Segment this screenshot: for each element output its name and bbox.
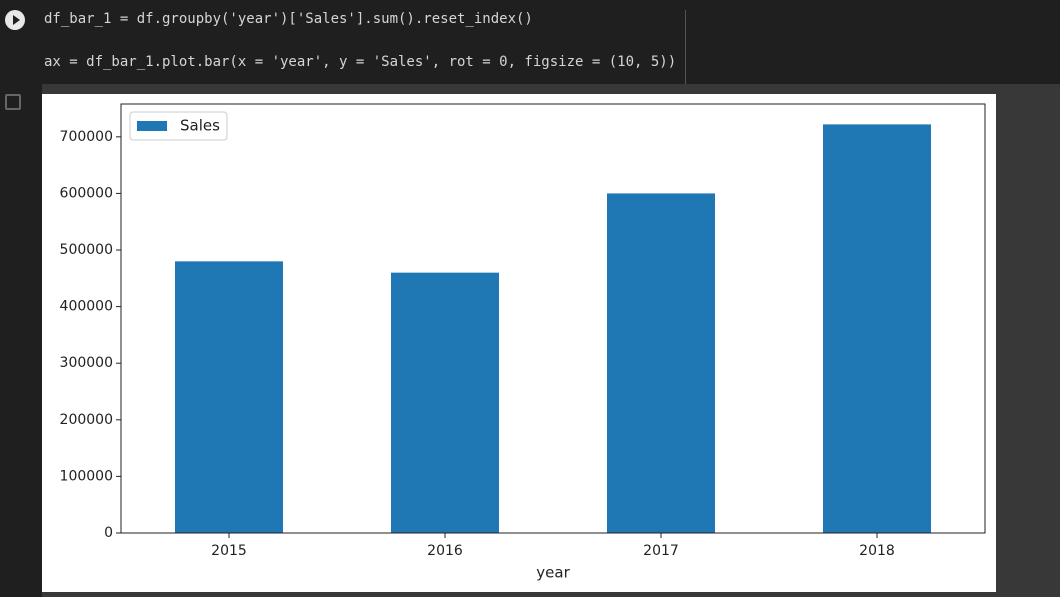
divider [685, 10, 686, 84]
run-button[interactable] [5, 10, 25, 30]
x-tick-label: 2018 [859, 543, 895, 559]
y-tick-label: 400000 [60, 299, 113, 315]
chart: 0 100000 200000 300000 400000 500000 600000 700… [42, 94, 996, 592]
y-tick-label: 200000 [60, 412, 113, 428]
gutter [0, 84, 42, 597]
bar [391, 272, 499, 533]
code-line: ax = df_bar_1.plot.bar(x = 'year', y = '… [44, 54, 677, 70]
y-tick-label: 700000 [60, 129, 113, 145]
x-tick-label: 2017 [643, 543, 679, 559]
x-tick-label: 2015 [211, 543, 247, 559]
code-line: df_bar_1 = df.groupby('year')['Sales'].s… [44, 11, 533, 27]
legend-label: Sales [180, 117, 220, 135]
legend-swatch [137, 121, 167, 131]
x-tick-label: 2016 [427, 543, 463, 559]
y-tick-label: 600000 [60, 185, 113, 201]
y-tick-label: 500000 [60, 242, 113, 258]
y-tick-label: 100000 [60, 468, 113, 484]
bar [823, 124, 931, 534]
bar [607, 193, 715, 533]
x-axis-label: year [536, 564, 570, 582]
output-icon[interactable] [5, 94, 21, 110]
legend-box [129, 111, 228, 141]
code-cell: df_bar_1 = df.groupby('year')['Sales'].s… [0, 0, 1060, 84]
y-tick-label: 0 [104, 525, 113, 541]
axes-frame [120, 103, 986, 534]
y-tick-label: 300000 [60, 355, 113, 371]
bar [175, 261, 283, 533]
